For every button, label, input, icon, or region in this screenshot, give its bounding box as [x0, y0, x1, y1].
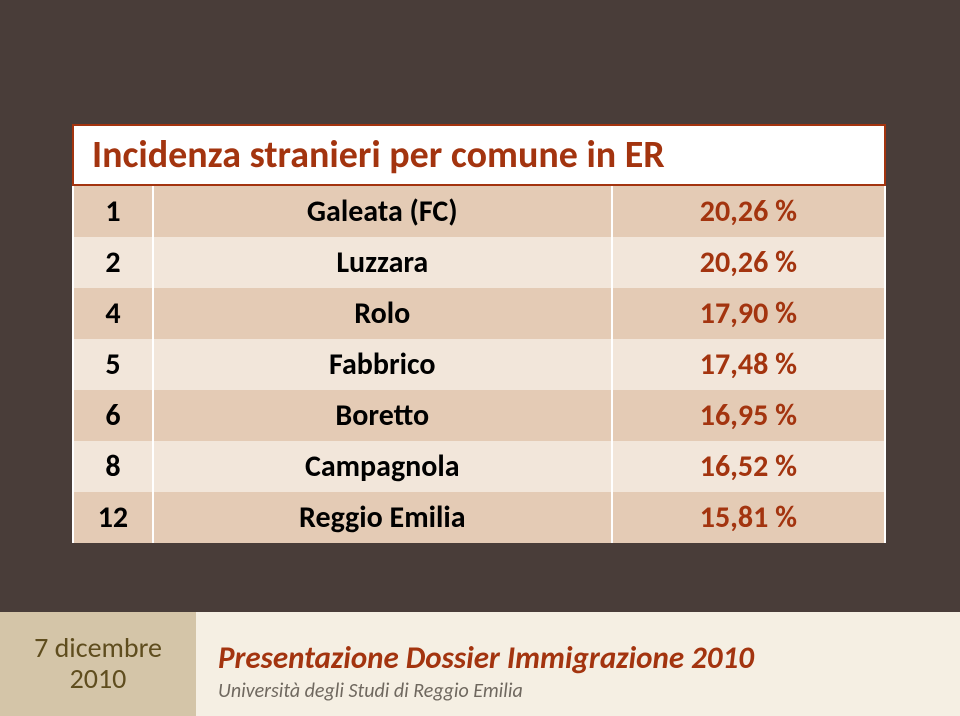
footer-right-box: Presentazione Dossier Immigrazione 2010 … [196, 612, 960, 716]
table-row: 8Campagnola16,52 % [73, 441, 885, 492]
cell-rank: 12 [73, 492, 153, 543]
cell-value: 16,52 % [612, 441, 885, 492]
cell-value: 20,26 % [612, 186, 885, 237]
table-row: 1Galeata (FC)20,26 % [73, 186, 885, 237]
table-row: 2Luzzara20,26 % [73, 237, 885, 288]
table-row: 4Rolo17,90 % [73, 288, 885, 339]
slide: Incidenza stranieri per comune in ER 1Ga… [0, 0, 960, 716]
footer-title: Presentazione Dossier Immigrazione 2010 [218, 639, 942, 677]
cell-rank: 6 [73, 390, 153, 441]
cell-name: Reggio Emilia [153, 492, 612, 543]
footer-subtitle: Università degli Studi di Reggio Emilia [218, 679, 942, 703]
cell-value: 20,26 % [612, 237, 885, 288]
table-title: Incidenza stranieri per comune in ER [72, 124, 886, 186]
cell-name: Boretto [153, 390, 612, 441]
cell-rank: 1 [73, 186, 153, 237]
table-container: Incidenza stranieri per comune in ER 1Ga… [72, 124, 886, 543]
cell-rank: 2 [73, 237, 153, 288]
table-row: 12Reggio Emilia15,81 % [73, 492, 885, 543]
cell-rank: 4 [73, 288, 153, 339]
cell-value: 17,48 % [612, 339, 885, 390]
cell-value: 17,90 % [612, 288, 885, 339]
cell-name: Fabbrico [153, 339, 612, 390]
footer-date-line1: 7 dicembre [34, 633, 162, 664]
cell-name: Luzzara [153, 237, 612, 288]
cell-value: 16,95 % [612, 390, 885, 441]
cell-name: Rolo [153, 288, 612, 339]
cell-name: Galeata (FC) [153, 186, 612, 237]
cell-name: Campagnola [153, 441, 612, 492]
cell-rank: 8 [73, 441, 153, 492]
cell-rank: 5 [73, 339, 153, 390]
footer-date-box: 7 dicembre 2010 [0, 612, 196, 716]
table-row: 5Fabbrico17,48 % [73, 339, 885, 390]
cell-value: 15,81 % [612, 492, 885, 543]
table-row: 6Boretto16,95 % [73, 390, 885, 441]
footer-date-line2: 2010 [70, 664, 127, 695]
footer: 7 dicembre 2010 Presentazione Dossier Im… [0, 612, 960, 716]
data-table: 1Galeata (FC)20,26 %2Luzzara20,26 %4Rolo… [72, 186, 886, 543]
